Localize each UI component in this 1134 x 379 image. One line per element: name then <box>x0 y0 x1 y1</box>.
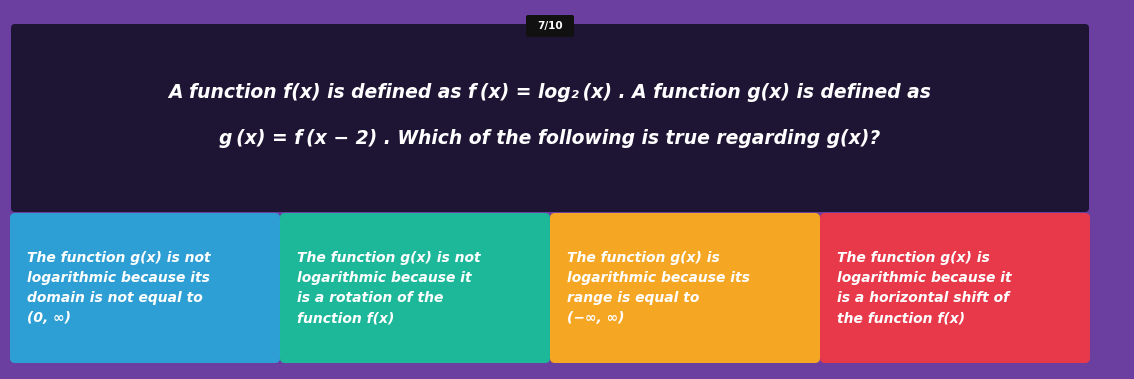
FancyBboxPatch shape <box>10 213 280 363</box>
Text: g (x) = f (x − 2) . Which of the following is true regarding g(x)?: g (x) = f (x − 2) . Which of the followi… <box>219 128 881 147</box>
FancyBboxPatch shape <box>550 213 820 363</box>
Text: The function g(x) is
logarithmic because its
range is equal to
(−∞, ∞): The function g(x) is logarithmic because… <box>567 251 750 325</box>
FancyBboxPatch shape <box>280 213 550 363</box>
Text: The function g(x) is
logarithmic because it
is a horizontal shift of
the functio: The function g(x) is logarithmic because… <box>837 251 1012 325</box>
FancyBboxPatch shape <box>526 15 574 37</box>
Text: The function g(x) is not
logarithmic because it
is a rotation of the
function f(: The function g(x) is not logarithmic bec… <box>297 251 481 325</box>
Text: The function g(x) is not
logarithmic because its
domain is not equal to
(0, ∞): The function g(x) is not logarithmic bec… <box>27 251 211 325</box>
Text: 7/10: 7/10 <box>538 21 562 31</box>
Text: A function f(x) is defined as f (x) = log₂ (x) . A function g(x) is defined as: A function f(x) is defined as f (x) = lo… <box>169 83 931 102</box>
FancyBboxPatch shape <box>820 213 1090 363</box>
FancyBboxPatch shape <box>11 24 1089 212</box>
